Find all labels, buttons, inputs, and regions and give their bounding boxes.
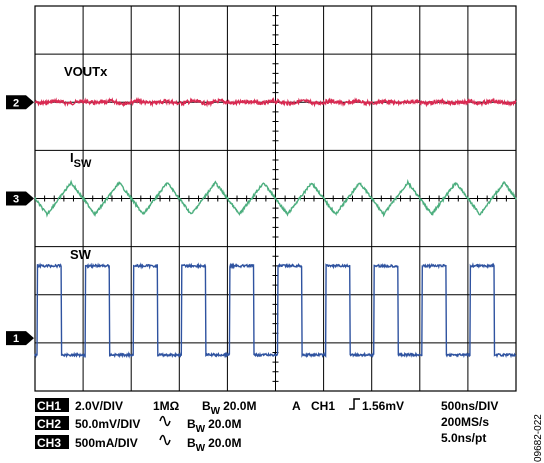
ac-coupling-icon: [159, 434, 171, 446]
series-label-vout: VOUTx: [64, 64, 108, 79]
ch2-tag-box: [35, 416, 69, 430]
channel-marker-label: 2: [13, 97, 19, 109]
channel-marker-label: 3: [13, 194, 19, 206]
channel-marker-2: [6, 95, 34, 110]
traces: [34, 96, 517, 359]
series-label-sw: SW: [70, 247, 92, 262]
channel-markers: 2 3 1: [6, 95, 34, 346]
ch1-tag: CH1: [37, 399, 61, 413]
bw-prefix: B: [187, 436, 196, 450]
channel-marker-label: 1: [13, 333, 19, 345]
bw-prefix: B: [187, 417, 196, 431]
ch3-tag-box: [35, 435, 69, 449]
trace-voutx: [34, 96, 517, 108]
ch3-bandwidth: BW 20.0M: [187, 436, 241, 454]
timebase: 500ns/DIV: [441, 399, 498, 413]
bw-value: 20.0M: [223, 399, 256, 413]
ch1-bandwidth: BW 20.0M: [202, 399, 256, 417]
resolution: 5.0ns/pt: [441, 431, 486, 445]
ac-coupling-icon: [159, 415, 171, 427]
figure-id: 09682-022: [533, 414, 544, 462]
bw-value: 20.0M: [208, 417, 241, 431]
channel-marker-3: [6, 191, 34, 206]
trace-i: [34, 178, 517, 218]
bw-sub: W: [196, 424, 206, 435]
bw-sub: W: [196, 443, 206, 454]
bw-sub: W: [211, 406, 221, 417]
trace-sw: [34, 262, 517, 359]
ch3-tag: CH3: [37, 436, 61, 450]
series-label-isw: ISW: [70, 150, 92, 170]
ch2-scale: 50.0mV/DIV: [75, 417, 140, 431]
sample-rate: 200MS/s: [441, 415, 489, 429]
trigger-level: 1.56mV: [362, 399, 404, 413]
bw-prefix: B: [202, 399, 211, 413]
ch1-coupling: 1MΩ: [153, 399, 180, 413]
series-label-isw-sub: SW: [74, 158, 92, 170]
ch2-tag: CH2: [37, 417, 61, 431]
ch3-scale: 500mA/DIV: [75, 436, 138, 450]
ch1-scale: 2.0V/DIV: [75, 399, 123, 413]
series-label-isw-main: I: [70, 150, 74, 165]
trigger-mode: A: [292, 399, 301, 413]
bw-value: 20.0M: [208, 436, 241, 450]
rising-edge-icon: [349, 398, 360, 410]
settings-panel: CH1 2.0V/DIV 1MΩ BW 20.0M CH2 50.0mV/DIV …: [35, 398, 498, 454]
trigger-source: CH1: [311, 399, 335, 413]
ch1-tag-box: [35, 398, 69, 412]
channel-marker-1: [6, 331, 34, 346]
ch2-bandwidth: BW 20.0M: [187, 417, 241, 435]
